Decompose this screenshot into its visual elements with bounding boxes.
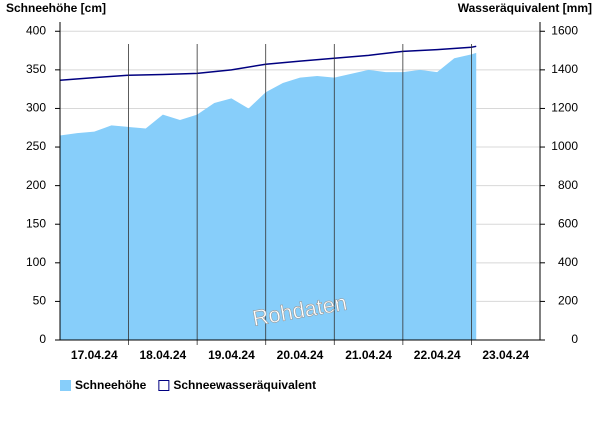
snow-depth-area [60, 52, 477, 341]
y-tick-label: 100 [26, 255, 46, 269]
y-tick-label: 0 [39, 332, 46, 346]
y-tick-label: 300 [26, 101, 46, 115]
x-tick-label: 22.04.24 [414, 348, 461, 362]
y2-tick-label: 1200 [551, 101, 578, 115]
x-tick-label: 19.04.24 [208, 348, 255, 362]
x-tick-label: 17.04.24 [71, 348, 118, 362]
legend-label: Schneehöhe [75, 378, 147, 392]
legend-swatch [158, 380, 170, 391]
y2-tick-label: 400 [558, 255, 578, 269]
x-tick-label: 20.04.24 [277, 348, 324, 362]
y2-tick-label: 0 [571, 332, 578, 346]
y-tick-label: 50 [33, 294, 47, 308]
legend-swatch [60, 380, 71, 391]
legend-label: Schneewasseräquivalent [173, 378, 316, 392]
water-equivalent-line [59, 45, 477, 82]
y-tick-label: 200 [26, 178, 46, 192]
y2-axis-title: Wasseräquivalent [mm] [458, 1, 592, 15]
x-tick-label: 21.04.24 [345, 348, 392, 362]
y-axis-title: Schneehöhe [cm] [6, 1, 106, 15]
x-tick-label: 23.04.24 [482, 348, 529, 362]
x-tick-label: 18.04.24 [139, 348, 186, 362]
y2-tick-label: 800 [558, 178, 578, 192]
y-tick-label: 150 [26, 216, 46, 230]
y-tick-label: 250 [26, 139, 46, 153]
y-tick-label: 400 [26, 23, 46, 37]
y2-tick-label: 1400 [551, 62, 578, 76]
y2-tick-label: 600 [558, 216, 578, 230]
y2-tick-label: 200 [558, 294, 578, 308]
y-tick-label: 350 [26, 62, 46, 76]
y2-tick-label: 1000 [551, 139, 578, 153]
y2-tick-label: 1600 [551, 23, 578, 37]
